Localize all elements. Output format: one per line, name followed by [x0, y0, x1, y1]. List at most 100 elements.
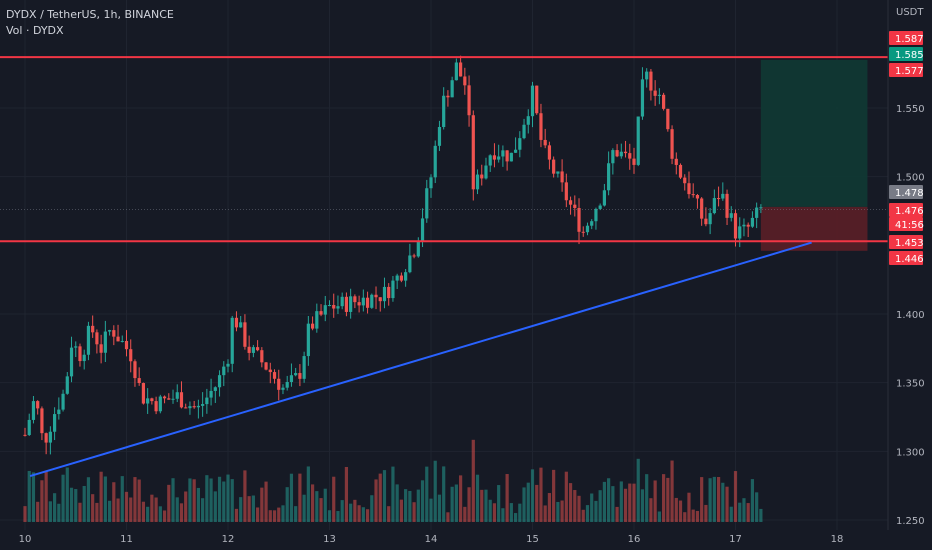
volume-bar: [594, 500, 598, 522]
candle-body: [188, 406, 192, 409]
candle: [107, 329, 112, 336]
volume-bar: [729, 506, 733, 522]
candle-body: [120, 340, 124, 342]
candle-body: [429, 177, 433, 189]
candle: [492, 143, 497, 168]
candle-body: [107, 330, 112, 332]
volume-bar: [492, 503, 497, 522]
candle-body: [310, 323, 315, 329]
candle-body: [653, 90, 657, 96]
candle-body: [302, 356, 306, 379]
volume-bar: [674, 497, 678, 522]
candle-body: [154, 401, 158, 412]
candle-body: [124, 340, 129, 350]
candle: [547, 141, 552, 170]
candle: [188, 401, 192, 415]
candle-body: [162, 396, 167, 399]
candle-body: [623, 151, 628, 154]
candle-body: [175, 392, 179, 399]
volume-bar: [306, 466, 310, 522]
candle: [645, 68, 649, 88]
candle: [129, 339, 133, 373]
candle-body: [425, 188, 429, 219]
candle: [501, 145, 505, 167]
candle-body: [91, 325, 95, 333]
x-tick-label: 18: [831, 534, 844, 545]
candle: [750, 211, 755, 228]
target-zone: [760, 59, 868, 207]
candle-body: [577, 207, 581, 232]
volume-bar: [742, 498, 746, 522]
candle-body: [759, 207, 763, 209]
candle-body: [645, 71, 649, 80]
volume-bar: [217, 476, 222, 522]
candle: [222, 361, 226, 387]
volume-bar: [162, 510, 167, 522]
candle: [666, 108, 670, 132]
candle: [607, 151, 611, 196]
volume-bar: [602, 481, 606, 522]
candle: [27, 413, 31, 437]
candle: [323, 295, 327, 322]
candle: [179, 381, 184, 409]
volume-bar: [327, 510, 332, 522]
volume-bar: [357, 505, 361, 522]
volume-bar: [716, 476, 721, 522]
candle: [332, 293, 336, 318]
volume-bar: [687, 492, 691, 522]
volume-bar: [691, 509, 695, 522]
candle-body: [116, 336, 120, 342]
candle-body: [222, 366, 226, 376]
candle-body: [585, 225, 590, 233]
candle-body: [700, 198, 704, 219]
candle-body: [82, 354, 86, 362]
volume-bar: [471, 439, 475, 522]
candle: [251, 344, 255, 358]
candle-body: [251, 347, 255, 353]
candle-body: [340, 296, 344, 307]
candle-body: [450, 80, 454, 98]
candle-body: [552, 159, 556, 174]
candle-body: [399, 275, 403, 281]
candle: [674, 152, 678, 175]
volume-bar: [99, 471, 103, 522]
candle-body: [704, 218, 708, 225]
volume-bar: [289, 473, 294, 522]
candle: [256, 340, 260, 352]
candle: [425, 179, 429, 223]
candle-body: [209, 390, 213, 398]
volume-bar: [65, 467, 69, 522]
candle-body: [353, 296, 357, 303]
candle: [124, 330, 129, 357]
candle: [475, 169, 480, 195]
candle-body: [535, 85, 539, 114]
volume-bar: [74, 489, 78, 522]
candle: [91, 315, 95, 338]
candle-body: [674, 158, 678, 165]
candle: [729, 206, 733, 222]
price-badge-label: 1.478: [895, 188, 924, 199]
candle-body: [40, 408, 44, 434]
volume-bar: [649, 498, 653, 522]
volume-bar: [522, 487, 526, 522]
volume-bar: [226, 474, 230, 522]
candle: [742, 218, 746, 237]
volume-bar: [230, 479, 234, 522]
candle-body: [332, 305, 336, 309]
candle: [74, 341, 78, 358]
candle: [213, 386, 217, 403]
volume-bar: [264, 481, 268, 522]
candle: [40, 406, 44, 441]
volume-bar: [158, 506, 162, 522]
candle: [404, 268, 408, 287]
y-tick-label: 1.500: [896, 173, 925, 184]
candle: [112, 325, 116, 346]
candle: [640, 67, 645, 120]
axis-currency-label: USDT: [896, 7, 924, 18]
volume-bar: [120, 476, 124, 522]
volume-bar: [636, 458, 640, 522]
candle: [306, 316, 310, 366]
candle-body: [556, 171, 560, 174]
candle-body: [746, 224, 750, 227]
